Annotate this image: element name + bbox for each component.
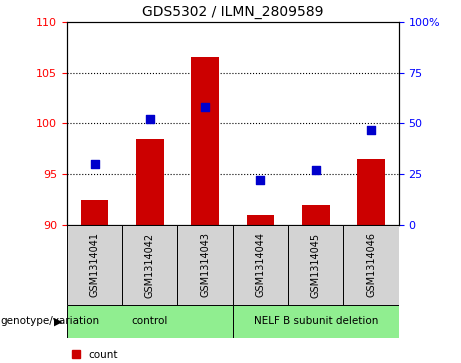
Bar	[343, 225, 399, 305]
Text: GSM1314046: GSM1314046	[366, 232, 376, 298]
Bar	[233, 225, 288, 305]
Legend: count, percentile rank within the sample: count, percentile rank within the sample	[72, 350, 265, 363]
Bar	[233, 305, 399, 338]
Bar	[122, 225, 177, 305]
Text: genotype/variation: genotype/variation	[0, 316, 99, 326]
Text: NELF B subunit deletion: NELF B subunit deletion	[254, 316, 378, 326]
Text: GSM1314043: GSM1314043	[200, 232, 210, 298]
Point	[312, 167, 319, 173]
Text: GSM1314044: GSM1314044	[255, 232, 266, 298]
Point	[146, 117, 154, 122]
Bar	[67, 225, 122, 305]
Bar	[288, 225, 343, 305]
Point	[201, 104, 209, 110]
Bar	[191, 57, 219, 225]
Point	[257, 178, 264, 183]
Bar	[177, 225, 233, 305]
Bar	[67, 305, 233, 338]
Bar	[136, 139, 164, 225]
Bar	[247, 215, 274, 225]
Bar	[302, 205, 330, 225]
Text: GSM1314041: GSM1314041	[89, 232, 100, 298]
Text: control: control	[132, 316, 168, 326]
Text: ▶: ▶	[54, 316, 62, 326]
Text: GSM1314042: GSM1314042	[145, 232, 155, 298]
Title: GDS5302 / ILMN_2809589: GDS5302 / ILMN_2809589	[142, 5, 324, 19]
Point	[367, 127, 375, 132]
Bar	[357, 159, 385, 225]
Point	[91, 161, 98, 167]
Text: GSM1314045: GSM1314045	[311, 232, 321, 298]
Bar	[81, 200, 108, 225]
